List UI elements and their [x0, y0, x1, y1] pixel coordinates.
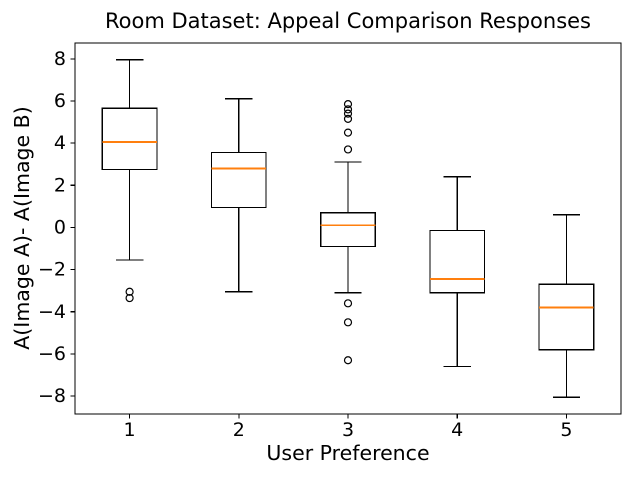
outlier-marker	[343, 318, 353, 327]
y-tick-label: 8	[54, 48, 66, 70]
y-tick-label: 0	[54, 216, 66, 238]
outlier-marker	[125, 287, 134, 296]
y-axis-label: A(Image A)- A(Image B)	[10, 106, 34, 350]
outlier-marker	[125, 293, 134, 303]
y-tick-label: −8	[38, 385, 66, 407]
x-tick-label: 5	[560, 419, 572, 441]
axes-frame	[74, 42, 622, 415]
y-tick-label: 2	[54, 174, 66, 196]
outlier-marker	[343, 105, 353, 114]
outlier-marker	[343, 145, 353, 154]
y-tick-label: −2	[38, 259, 66, 281]
boxplot-box	[101, 107, 158, 171]
outlier-marker	[343, 114, 353, 123]
x-axis-label: User Preference	[266, 441, 430, 465]
boxplot-box	[538, 283, 595, 351]
outlier-marker	[343, 299, 353, 308]
outlier-marker	[343, 356, 353, 365]
y-tick-label: 6	[54, 90, 66, 112]
outlier-marker	[343, 100, 353, 109]
x-tick-label: 2	[233, 419, 245, 441]
boxplot-box	[210, 151, 267, 209]
x-tick-label: 1	[124, 419, 136, 441]
boxplot-box	[429, 229, 486, 294]
outlier-marker	[343, 128, 353, 137]
y-tick-label: −4	[38, 301, 66, 323]
outlier-marker	[343, 109, 353, 118]
chart-title: Room Dataset: Appeal Comparison Response…	[105, 9, 591, 33]
x-tick-label: 4	[451, 419, 463, 441]
x-tick-label: 3	[342, 419, 354, 441]
y-tick-label: −6	[38, 343, 66, 365]
y-tick-label: 4	[54, 132, 66, 154]
boxplot-box	[320, 212, 376, 248]
